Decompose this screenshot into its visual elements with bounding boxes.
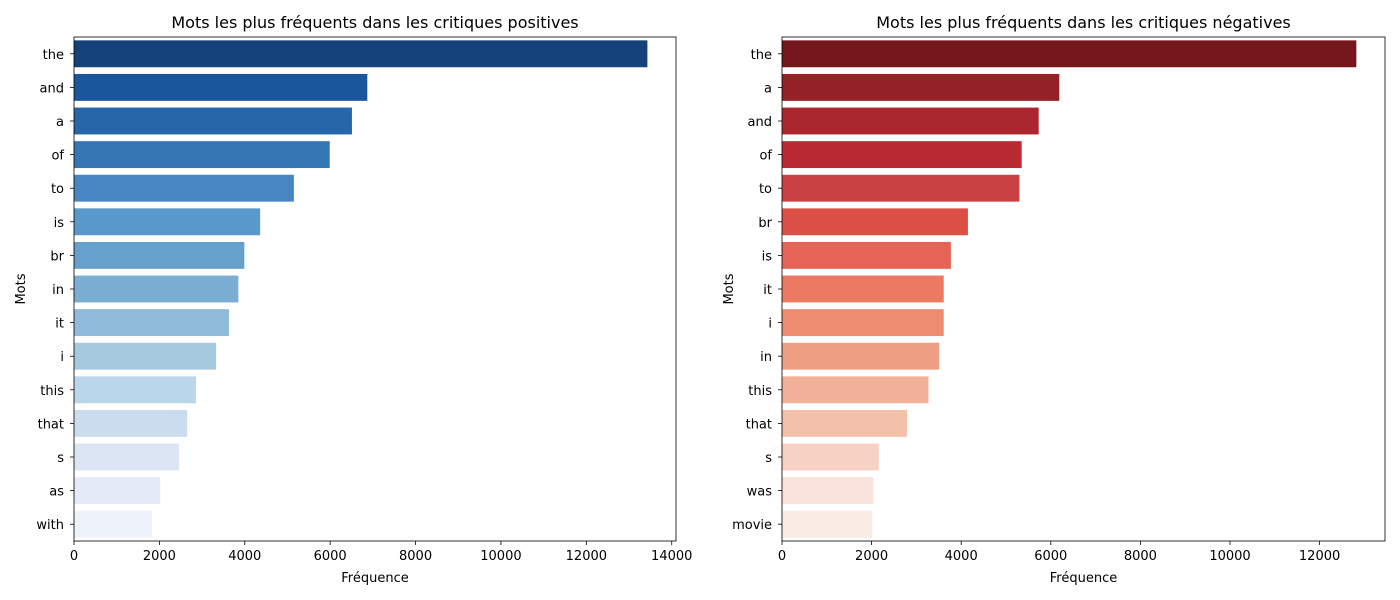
negative-bar-the: [782, 40, 1357, 68]
negative-ytick-label-that: that: [746, 417, 772, 432]
positive-ytick-label-i: i: [60, 350, 64, 365]
negative-xtick-label: 0: [778, 549, 786, 564]
positive-bar-i: [74, 342, 217, 370]
negative-ytick-label-to: to: [759, 182, 772, 197]
negative-xtick-label: 6000: [1034, 549, 1067, 564]
positive-ytick-label-is: is: [54, 216, 65, 231]
positive-ytick-label-br: br: [50, 249, 64, 264]
positive-ytick-label-that: that: [38, 417, 64, 432]
negative-ytick-label-movie: movie: [732, 518, 772, 533]
positive-chart: Mots les plus fréquents dans les critiqu…: [14, 13, 692, 586]
positive-xtick-label: 12000: [566, 549, 607, 564]
negative-yaxis-label: Mots: [722, 273, 737, 304]
negative-bar-of: [782, 141, 1022, 169]
negative-bar-is: [782, 241, 951, 269]
negative-bar-this: [782, 376, 929, 404]
positive-ytick-label-in: in: [52, 283, 64, 298]
negative-bar-s: [782, 443, 879, 471]
positive-yaxis-label: Mots: [14, 273, 29, 304]
negative-bar-in: [782, 342, 940, 370]
negative-bar-movie: [782, 510, 873, 538]
positive-ytick-label-the: the: [43, 48, 64, 63]
negative-ytick-label-in: in: [760, 350, 772, 365]
negative-ytick-label-s: s: [765, 451, 772, 466]
positive-xtick-label: 0: [70, 549, 78, 564]
positive-ytick-label-as: as: [49, 485, 64, 500]
positive-ytick-label-with: with: [36, 518, 64, 533]
negative-ytick-label-and: and: [748, 115, 772, 130]
negative-bar-it: [782, 275, 944, 303]
positive-xtick-label: 4000: [228, 549, 261, 564]
negative-bar-br: [782, 208, 968, 236]
positive-bar-of: [74, 141, 330, 169]
negative-axes-frame: [781, 36, 1386, 542]
positive-xtick-label: 14000: [651, 549, 692, 564]
negative-chart-title: Mots les plus fréquents dans les critiqu…: [876, 13, 1291, 32]
negative-bar-and: [782, 107, 1039, 135]
negative-ytick-label-a: a: [764, 81, 772, 96]
positive-bar-that: [74, 409, 188, 437]
negative-xaxis-label: Fréquence: [1050, 571, 1117, 586]
negative-xtick-label: 12000: [1299, 549, 1340, 564]
negative-ytick-label-br: br: [758, 216, 772, 231]
positive-xaxis-label: Fréquence: [341, 571, 408, 586]
negative-bar-a: [782, 73, 1060, 101]
positive-ytick-label-and: and: [40, 81, 64, 96]
negative-bar-to: [782, 174, 1020, 202]
positive-ytick-label-a: a: [56, 115, 64, 130]
negative-bar-i: [782, 309, 944, 337]
positive-bar-in: [74, 275, 239, 303]
positive-bar-as: [74, 477, 161, 505]
negative-ytick-label-this: this: [748, 384, 772, 399]
negative-chart: Mots les plus fréquents dans les critiqu…: [722, 13, 1386, 586]
positive-ytick-label-of: of: [51, 149, 64, 164]
positive-bar-and: [74, 73, 368, 101]
positive-bar-this: [74, 376, 197, 404]
positive-xtick-label: 6000: [314, 549, 347, 564]
negative-ytick-label-is: is: [762, 249, 773, 264]
positive-xtick-label: 10000: [480, 549, 521, 564]
positive-bar-is: [74, 208, 261, 236]
negative-xtick-label: 2000: [855, 549, 888, 564]
positive-bar-to: [74, 174, 294, 202]
positive-bar-s: [74, 443, 180, 471]
negative-bar-was: [782, 477, 874, 505]
positive-chart-title: Mots les plus fréquents dans les critiqu…: [171, 13, 578, 32]
positive-ytick-label-to: to: [51, 182, 64, 197]
positive-bar-br: [74, 241, 245, 269]
negative-ytick-label-i: i: [768, 317, 772, 332]
negative-ytick-label-the: the: [751, 48, 772, 63]
positive-ytick-label-s: s: [57, 451, 64, 466]
negative-xtick-label: 10000: [1209, 549, 1250, 564]
positive-bar-it: [74, 309, 229, 337]
positive-bar-with: [74, 510, 153, 538]
positive-bar-a: [74, 107, 352, 135]
negative-xtick-label: 4000: [945, 549, 978, 564]
positive-ytick-label-it: it: [55, 317, 64, 332]
negative-xtick-label: 8000: [1124, 549, 1157, 564]
positive-xtick-label: 2000: [143, 549, 176, 564]
negative-ytick-label-was: was: [747, 485, 773, 500]
positive-bar-the: [74, 40, 648, 68]
positive-axes-frame: [73, 36, 677, 542]
negative-bar-that: [782, 409, 907, 437]
negative-ytick-label-it: it: [763, 283, 772, 298]
positive-xtick-label: 8000: [399, 549, 432, 564]
positive-ytick-label-this: this: [40, 384, 64, 399]
negative-ytick-label-of: of: [759, 149, 772, 164]
